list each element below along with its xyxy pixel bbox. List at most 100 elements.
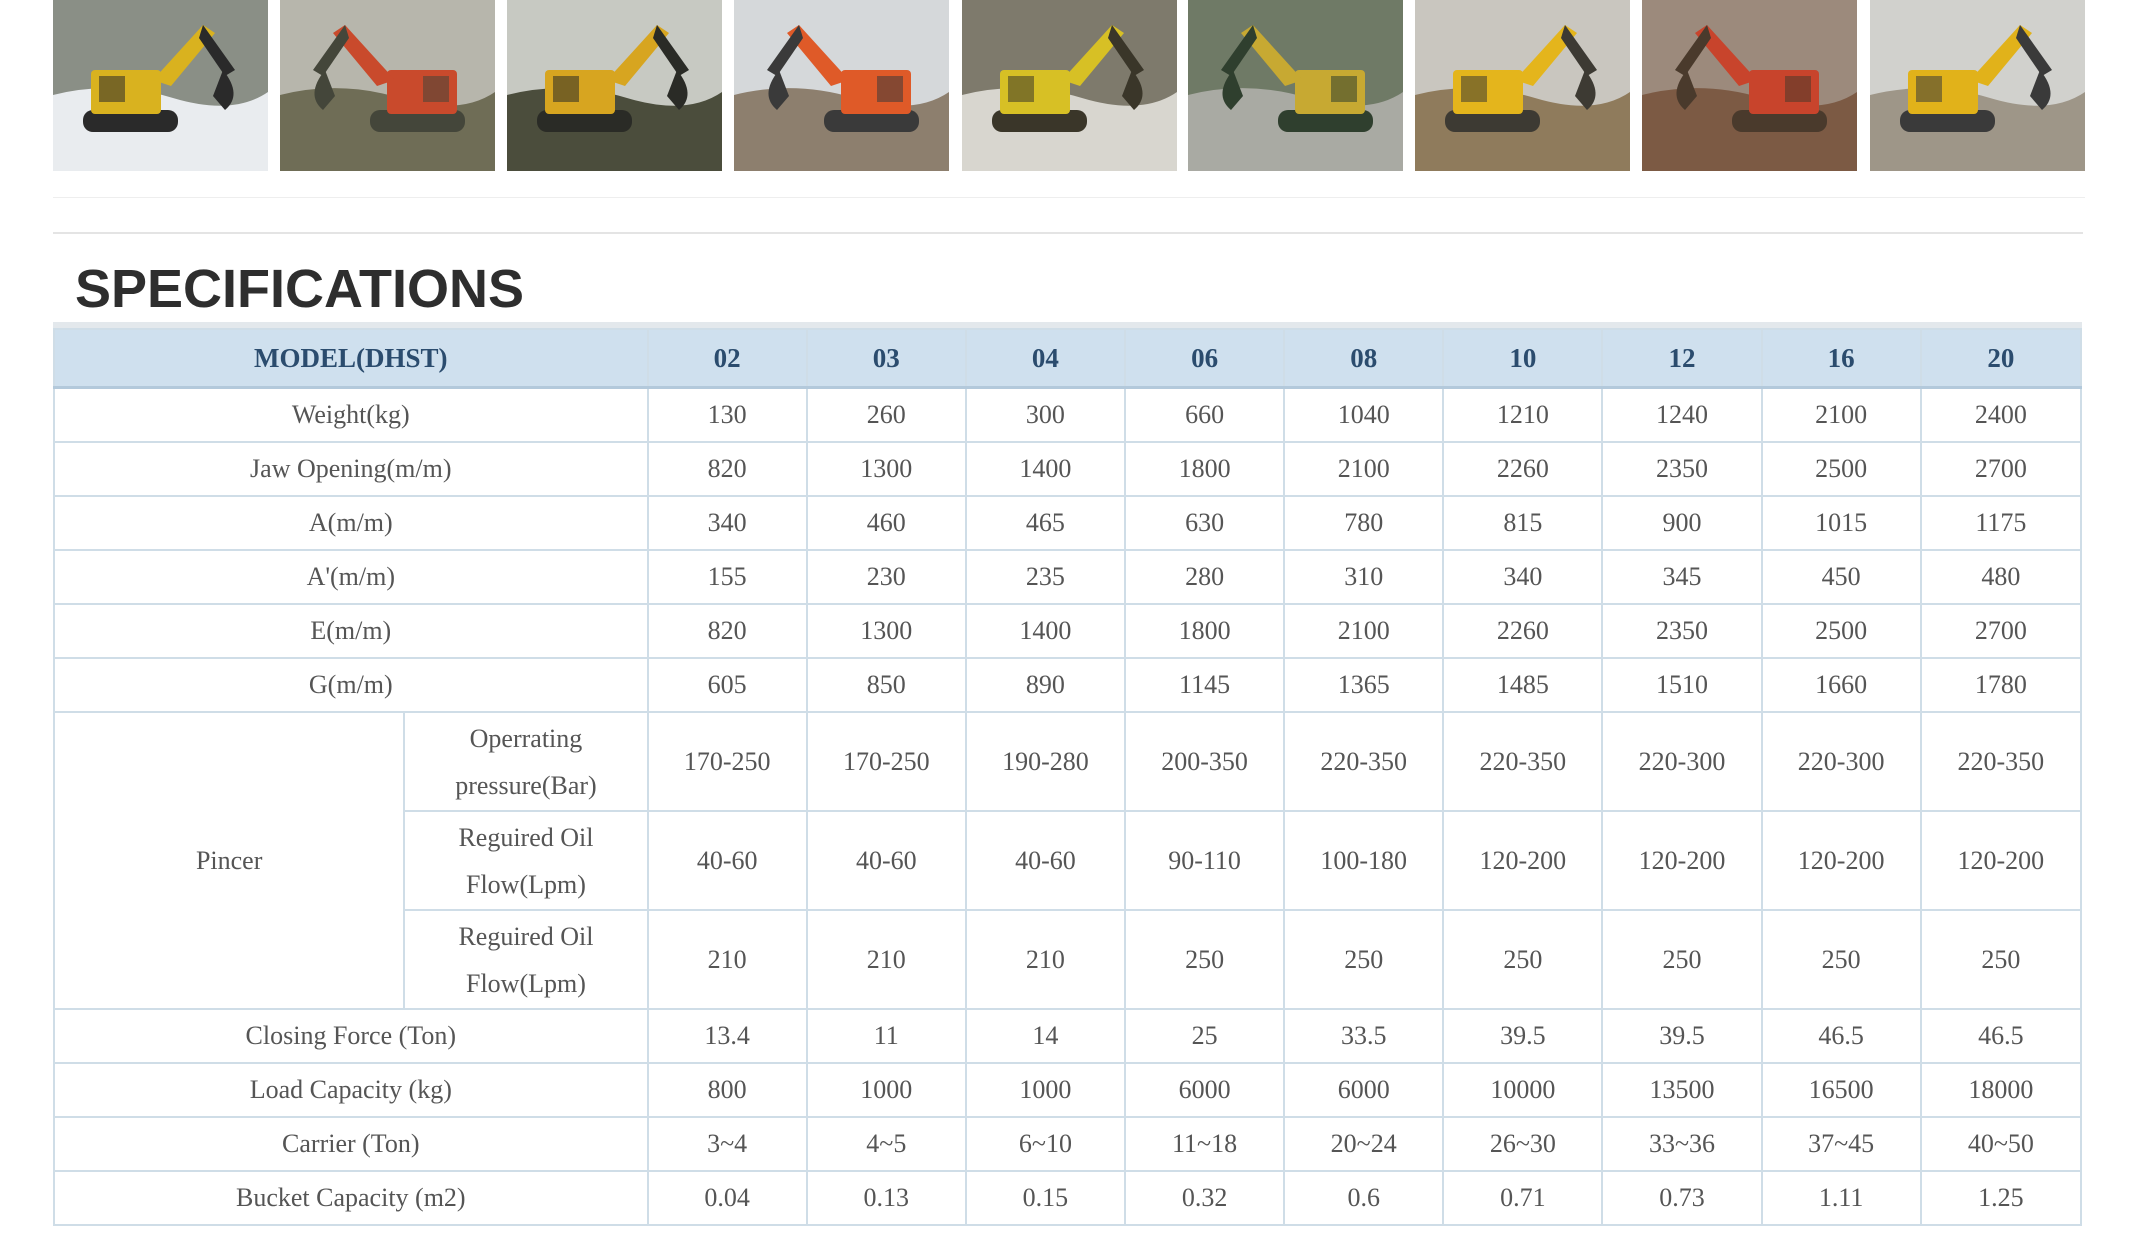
row-label-line-2: pressure(Bar): [455, 770, 597, 800]
excavator-photo-icon: [962, 0, 1177, 171]
gallery-thumbnail[interactable]: [1415, 0, 1630, 171]
table-cell: 220-350: [1283, 711, 1445, 812]
table-cell: 300: [964, 386, 1127, 443]
row-label-line-1: Reguired Oil: [458, 921, 594, 951]
table-cell: 345: [1601, 549, 1763, 605]
table-cell: 220-350: [1919, 711, 2083, 812]
table-cell: 250: [1760, 909, 1922, 1010]
table-cell: 130: [646, 386, 808, 443]
table-cell: 10000: [1442, 1062, 1604, 1118]
table-cell: 1240: [1601, 386, 1763, 443]
table-cell: 6000: [1123, 1062, 1286, 1118]
table-cell: 1015: [1760, 495, 1922, 551]
table-cell: 4~5: [805, 1116, 967, 1172]
table-row: E(m/m) 820 1300 1400 1800 2100 2260 2350 2500 270…: [53, 603, 2083, 659]
photo-gallery: [53, 0, 2085, 171]
table-cell: 800: [646, 1062, 808, 1118]
excavator-photo-icon: [507, 0, 722, 171]
table-cell: 200-350: [1123, 711, 1286, 812]
table-cell: 26~30: [1442, 1116, 1604, 1172]
table-cell: 0.32: [1123, 1170, 1286, 1226]
pincer-group-label: Pincer: [52, 711, 406, 1010]
table-cell: 33.5: [1283, 1008, 1445, 1064]
page-title: SPECIFICATIONS: [75, 259, 525, 319]
table-cell: 40~50: [1919, 1116, 2083, 1172]
table-cell: 46.5: [1919, 1008, 2083, 1064]
table-cell: 1040: [1283, 386, 1445, 443]
table-cell: 0.73: [1601, 1170, 1763, 1226]
model-column-header: 12: [1601, 328, 1763, 389]
table-cell: 815: [1442, 495, 1604, 551]
row-label: Jaw Opening(m/m): [53, 441, 649, 497]
model-column-header: 06: [1123, 328, 1286, 389]
table-cell: 25: [1123, 1008, 1286, 1064]
table-cell: 1.11: [1760, 1170, 1922, 1226]
table-cell: 2400: [1919, 386, 2083, 443]
row-label: E(m/m): [53, 603, 649, 659]
table-cell: 46.5: [1760, 1008, 1922, 1064]
table-cell: 1300: [805, 603, 967, 659]
table-cell: 460: [805, 495, 967, 551]
table-cell: 37~45: [1760, 1116, 1922, 1172]
table-cell: 260: [805, 386, 967, 443]
table-cell: 0.6: [1283, 1170, 1445, 1226]
excavator-photo-icon: [280, 0, 495, 171]
table-cell: 210: [805, 909, 967, 1010]
gallery-thumbnail[interactable]: [1870, 0, 2085, 171]
table-cell: 120-200: [1760, 810, 1922, 911]
table-cell: 220-300: [1760, 711, 1922, 812]
table-cell: 40-60: [646, 810, 808, 911]
row-label: Weight(kg): [53, 386, 649, 443]
table-cell: 1175: [1919, 495, 2083, 551]
gallery-thumbnail[interactable]: [53, 0, 268, 171]
table-cell: 2500: [1760, 441, 1922, 497]
table-cell: 465: [964, 495, 1127, 551]
table-row: Bucket Capacity (m2) 0.04 0.13 0.15 0.32 0.6 0…: [53, 1170, 2083, 1226]
row-label: Closing Force (Ton): [53, 1008, 649, 1064]
excavator-photo-icon: [1870, 0, 2085, 171]
excavator-photo-icon: [1415, 0, 1630, 171]
table-cell: 1365: [1283, 657, 1445, 713]
table-cell: 900: [1601, 495, 1763, 551]
table-cell: 2260: [1442, 603, 1604, 659]
table-cell: 820: [646, 603, 808, 659]
model-column-header: 16: [1760, 328, 1922, 389]
model-header-cell: MODEL(DHST): [53, 328, 649, 389]
table-cell: 250: [1919, 909, 2083, 1010]
row-label: Reguired Oil Flow(Lpm): [403, 810, 649, 911]
table-cell: 13500: [1601, 1062, 1763, 1118]
table-cell: 6~10: [964, 1116, 1127, 1172]
table-row: Weight(kg) 130 260 300 660 1040 1210 1240 2100 24…: [53, 386, 2083, 443]
gallery-thumbnail[interactable]: [1642, 0, 1857, 171]
table-cell: 780: [1283, 495, 1445, 551]
table-cell: 630: [1123, 495, 1286, 551]
row-label: G(m/m): [53, 657, 649, 713]
table-cell: 1400: [964, 603, 1127, 659]
gallery-thumbnail[interactable]: [734, 0, 949, 171]
gallery-thumbnail[interactable]: [1188, 0, 1403, 171]
table-cell: 2350: [1601, 603, 1763, 659]
table-row: A(m/m) 340 460 465 630 780 815 900 1015 1175: [53, 495, 2083, 551]
gallery-thumbnail[interactable]: [280, 0, 495, 171]
table-cell: 1145: [1123, 657, 1286, 713]
gallery-thumbnail[interactable]: [962, 0, 1177, 171]
table-cell: 1000: [805, 1062, 967, 1118]
row-label: Carrier (Ton): [53, 1116, 649, 1172]
row-label: Reguired Oil Flow(Lpm): [403, 909, 649, 1010]
table-cell: 220-350: [1442, 711, 1604, 812]
table-cell: 210: [964, 909, 1127, 1010]
table-cell: 1510: [1601, 657, 1763, 713]
table-cell: 1210: [1442, 386, 1604, 443]
table-row: A'(m/m) 155 230 235 280 310 340 345 450 480: [53, 549, 2083, 605]
table-cell: 605: [646, 657, 808, 713]
section-divider: [53, 232, 2083, 234]
model-column-header: 03: [805, 328, 967, 389]
row-label: Load Capacity (kg): [53, 1062, 649, 1118]
table-cell: 120-200: [1601, 810, 1763, 911]
table-cell: 20~24: [1283, 1116, 1445, 1172]
table-cell: 250: [1283, 909, 1445, 1010]
specifications-table: MODEL(DHST) 02 03 04 06 08 10 12 16 20 Weight(kg…: [52, 328, 2083, 1226]
gallery-thumbnail[interactable]: [507, 0, 722, 171]
row-label: A(m/m): [53, 495, 649, 551]
row-label-line-1: Reguired Oil: [458, 822, 594, 852]
